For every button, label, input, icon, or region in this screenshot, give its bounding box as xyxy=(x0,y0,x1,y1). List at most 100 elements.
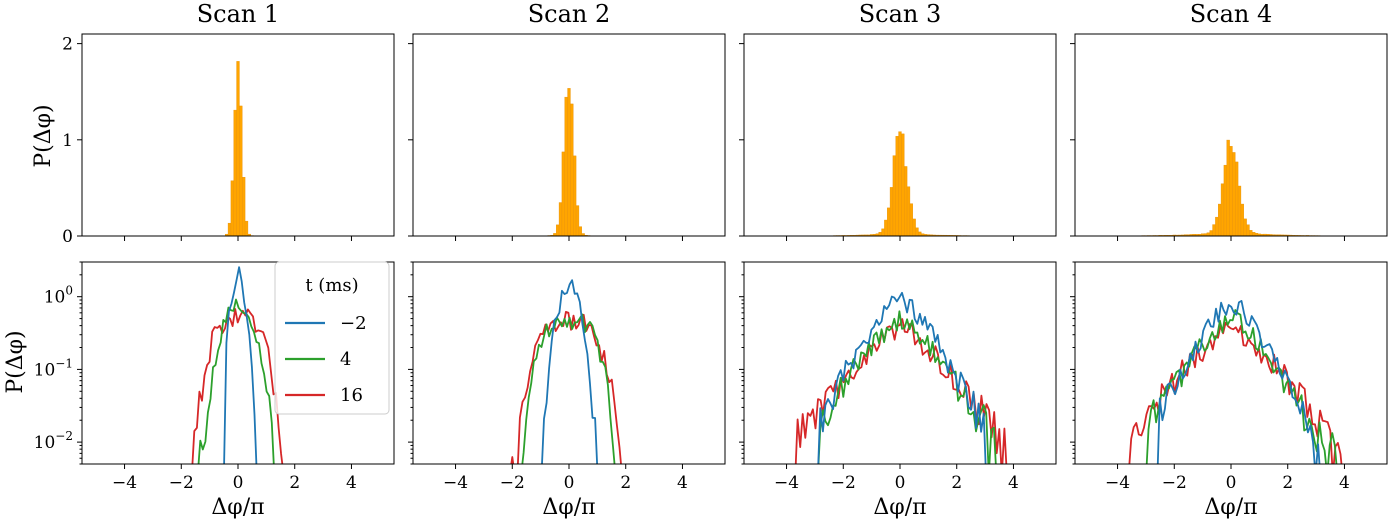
y-tick-label: 100 xyxy=(44,284,73,308)
hist-bar xyxy=(881,228,885,237)
title-scan-2: Scan 2 xyxy=(528,0,611,28)
axes-frame xyxy=(743,261,1057,465)
x-tick-label: −2 xyxy=(169,473,194,493)
hist-panel-scan-2 xyxy=(408,33,726,241)
series-line-minus2 xyxy=(541,279,599,464)
hist-bar xyxy=(878,232,882,237)
plot-area: 0 1 2 −4 −2 0 2 4 10−2 10−1 100 −4 −2 0 2 4 −4 −2 0 2 4 −4 −2 0… xyxy=(34,33,1388,493)
x-tick-label: −4 xyxy=(1105,473,1130,493)
hist-bar xyxy=(556,224,560,237)
hist-bar xyxy=(887,207,891,237)
x-tick-label: 4 xyxy=(1008,473,1019,493)
hist-bar xyxy=(1249,230,1253,237)
series-line-minus2 xyxy=(223,266,258,464)
hist-bar xyxy=(1240,203,1244,237)
hist-bar xyxy=(1232,152,1236,237)
x-tick-label: −4 xyxy=(774,473,799,493)
hist-bar xyxy=(236,61,240,237)
hist-bar xyxy=(239,105,243,237)
hist-bar xyxy=(909,203,913,237)
x-tick-label: −2 xyxy=(831,473,856,493)
x-tick-label: 2 xyxy=(620,473,631,493)
hist-bar xyxy=(1237,185,1242,237)
hist-bar xyxy=(578,226,582,237)
x-tick-label: 4 xyxy=(677,473,688,493)
hist-bar xyxy=(575,205,580,237)
hist-bar xyxy=(918,231,922,237)
column-titles: Scan 1 Scan 2 Scan 3 Scan 4 xyxy=(197,0,1273,28)
hist-bar xyxy=(1215,216,1219,237)
x-label-scan-3: Δφ/π xyxy=(873,495,926,520)
legend-label-minus2: −2 xyxy=(340,313,367,334)
x-labels: Δφ/π Δφ/π Δφ/π Δφ/π xyxy=(211,495,1257,520)
hist-bar xyxy=(904,166,908,237)
hist-panel-scan-4 xyxy=(1070,33,1388,241)
hist-bar xyxy=(889,187,894,237)
hist-bar xyxy=(1229,146,1233,237)
series-lines xyxy=(191,266,284,464)
hist-bar xyxy=(567,88,571,237)
log-panel-scan-3: −4 −2 0 2 4 xyxy=(739,261,1057,493)
series-line-4 xyxy=(817,310,997,464)
hist-bar xyxy=(1243,218,1247,237)
x-tick-label: 2 xyxy=(951,473,962,493)
x-tick-label: 2 xyxy=(1282,473,1293,493)
series-lines xyxy=(510,279,622,464)
hist-bar xyxy=(1252,232,1256,237)
hist-bar xyxy=(564,96,568,237)
axes-frame xyxy=(1074,261,1388,465)
hist-bar xyxy=(912,218,916,237)
hist-bar xyxy=(230,180,234,237)
title-scan-1: Scan 1 xyxy=(197,0,280,28)
hist-bar xyxy=(227,222,232,237)
series-line-4 xyxy=(521,313,616,464)
title-scan-4: Scan 4 xyxy=(1190,0,1273,28)
hist-bar xyxy=(1220,183,1225,237)
hist-bar xyxy=(901,133,905,237)
series-lines xyxy=(1128,300,1343,464)
x-tick-label: 0 xyxy=(895,473,906,493)
hist-bar xyxy=(244,220,249,237)
x-tick-label: −2 xyxy=(500,473,525,493)
hist-panel-scan-1: 0 1 2 xyxy=(62,33,395,247)
hist-bar xyxy=(898,131,902,237)
y-tick-label: 0 xyxy=(62,227,73,247)
hist-bar xyxy=(906,186,911,237)
hist-bar xyxy=(570,103,574,237)
y-tick-label: 10−1 xyxy=(34,356,73,380)
hist-panel-scan-3 xyxy=(739,33,1057,241)
hist-bar xyxy=(573,155,577,237)
log-panel-scan-1: −4 −2 0 2 4 10−2 10−1 100 xyxy=(34,261,395,493)
series-line-16 xyxy=(1128,321,1343,464)
hist-bar xyxy=(892,155,896,237)
hist-bar xyxy=(1209,230,1213,237)
x-tick-label: 0 xyxy=(564,473,575,493)
hist-bar xyxy=(1223,164,1227,237)
x-label-scan-1: Δφ/π xyxy=(211,495,264,520)
legend-label-16: 16 xyxy=(340,385,363,406)
y-label-bottom: P(Δφ) xyxy=(3,330,28,393)
hist-bar xyxy=(558,202,563,237)
hist-bar xyxy=(1235,161,1239,237)
hist-bar xyxy=(561,151,565,237)
x-tick-label: −4 xyxy=(443,473,468,493)
hist-bar xyxy=(1212,224,1216,237)
x-tick-label: 4 xyxy=(346,473,357,493)
x-tick-label: 4 xyxy=(1339,473,1350,493)
log-panel-scan-2: −4 −2 0 2 4 xyxy=(408,261,726,493)
legend-frame xyxy=(274,261,390,415)
x-label-scan-2: Δφ/π xyxy=(542,495,595,520)
hist-bar xyxy=(895,136,899,237)
hist-bar xyxy=(233,109,237,237)
x-tick-label: 0 xyxy=(1226,473,1237,493)
series-line-16 xyxy=(191,308,284,464)
y-tick-label: 2 xyxy=(62,35,73,55)
hist-bar xyxy=(884,219,888,237)
axes-frame xyxy=(412,261,726,465)
x-tick-label: 2 xyxy=(289,473,300,493)
legend-title: t (ms) xyxy=(305,275,358,296)
y-tick-label: 10−2 xyxy=(34,429,73,453)
x-tick-label: −4 xyxy=(112,473,137,493)
x-label-scan-4: Δφ/π xyxy=(1204,495,1257,520)
